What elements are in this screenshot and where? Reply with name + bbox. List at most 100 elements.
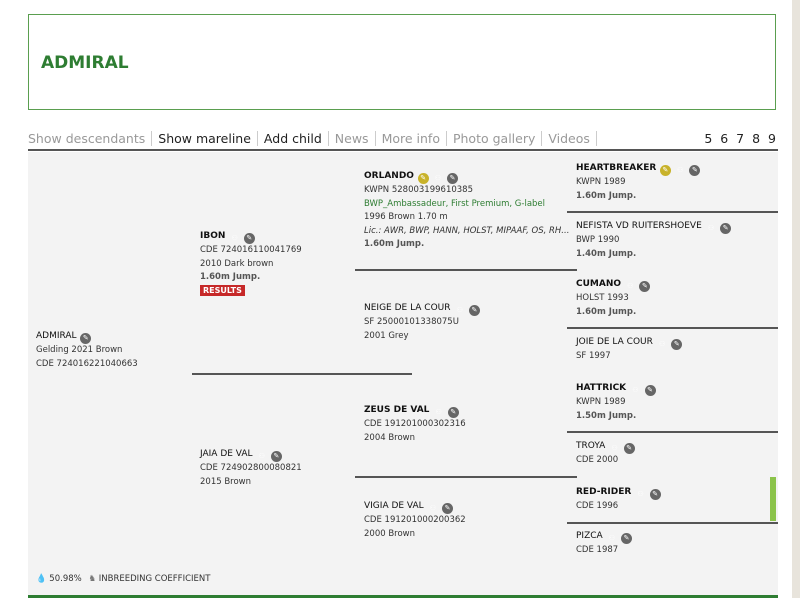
name-row: PIZCA ⚇ ✎ [576,530,633,544]
descendants-icon[interactable]: ⚇ [456,306,463,314]
horse-dds: RED-RIDER ⚇ ✎ CDE 1996 [576,486,661,514]
results-badge[interactable]: RESULTS [200,284,245,296]
descendants-icon[interactable]: ⚇ [608,534,616,542]
pencil-icon[interactable]: ✎ [671,339,683,350]
nav-add-child[interactable]: Add child [258,130,329,146]
horse-licenses: Lic.: AWR, BWP, HANN, HOLST, MIPAAF, OS,… [364,225,570,236]
horse-name[interactable]: HATTRICK [576,383,627,393]
horse-name[interactable]: PIZCA [576,531,603,541]
descendants-icon[interactable]: ⚇ [677,166,684,174]
pencil-icon[interactable]: ✎ [243,233,255,244]
nav-photo-gallery[interactable]: Photo gallery [447,130,543,146]
descendants-icon[interactable]: ⚇ [637,490,644,498]
name-row: CUMANO ⚇ ✎ [576,278,651,292]
pencil-icon[interactable]: ✎ [623,443,635,454]
nav-news[interactable]: News [329,130,376,146]
drop-icon: 💧 [36,574,47,584]
descendants-icon[interactable]: ⚇ [435,408,442,416]
nav-more-info[interactable]: More info [376,130,447,146]
horse-ssd: NEFISTA VD RUITERSHOEVE ⚇ ✎ BWP 1990 1.40m… [576,220,732,261]
pencil-icon[interactable]: ✎ [720,223,732,234]
horse-icon: ♞ [88,574,97,584]
horse-name[interactable]: CUMANO [576,279,622,289]
nav-show-mareline[interactable]: Show mareline [152,130,258,146]
horse-name[interactable]: ADMIRAL [36,331,77,341]
horse-detail: CDE 191201000302316 [364,419,466,429]
horse-predicate: BWP_Ambassadeur, First Premium, G-label [364,198,546,209]
background-window-edge [792,0,800,598]
horse-name[interactable]: NEIGE DE LA COUR [364,303,451,313]
horse-performance: 1.40m Jump. [576,248,637,259]
horse-dsd: TROYA ⚇ ✎ CDE 2000 [576,440,635,468]
descendants-icon[interactable]: ⚇ [632,386,639,394]
key-icon[interactable]: ✎ [659,165,671,176]
descendants-icon[interactable]: ⚇ [258,452,265,460]
nav-videos[interactable]: Videos [542,130,597,146]
horse-sire: IBON ⚇ ✎ CDE 724016110041769 2010 Dark bro… [200,230,302,298]
horse-name[interactable]: VIGIA DE VAL [364,501,424,511]
pencil-icon[interactable]: ✎ [621,533,633,544]
name-row: NEIGE DE LA COUR ⚇ ✎ [364,302,480,316]
descendants-icon[interactable]: ⚇ [658,340,666,348]
pencil-icon[interactable]: ✎ [639,281,651,292]
horse-ddd: PIZCA ⚇ ✎ CDE 1987 [576,530,633,558]
name-row: NEFISTA VD RUITERSHOEVE ⚇ ✎ [576,220,732,234]
pencil-icon[interactable]: ✎ [468,305,480,316]
divider [567,211,778,213]
pencil-icon[interactable]: ✎ [442,503,454,514]
name-row: ORLANDO ✎ ⚇ ✎ [364,170,569,184]
horse-detail: CDE 724016110041769 [200,245,302,255]
horse-detail: 1996 Brown 1.70 m [364,212,448,222]
name-row: ZEUS DE VAL ⚇ ✎ [364,404,466,418]
pencil-icon[interactable]: ✎ [447,173,459,184]
horse-detail: 2001 Grey [364,330,409,341]
horse-detail: SF 1997 [576,351,611,361]
horse-name[interactable]: ORLANDO [364,171,414,181]
inbreeding-percentage: 50.98% [49,574,82,584]
horse-performance: 1.60m Jump. [576,190,637,201]
horse-name[interactable]: ZEUS DE VAL [364,405,430,415]
key-icon[interactable]: ✎ [417,173,429,184]
horse-name[interactable]: HEARTBREAKER [576,163,657,173]
horse-detail: 2010 Dark brown [200,258,274,269]
nav-show-descendants[interactable]: Show descendants [28,130,153,146]
inbreeding-info: 💧 50.98% ♞ INBREEDING COEFFICIENT [36,574,210,584]
descendants-icon[interactable]: ⚇ [627,282,634,290]
pencil-icon[interactable]: ✎ [447,407,459,418]
pencil-icon[interactable]: ✎ [689,165,701,176]
descendants-icon[interactable]: ⚇ [429,504,437,512]
descendants-icon[interactable]: ⚇ [707,224,715,232]
horse-detail: Gelding 2021 Brown [36,345,123,355]
horse-name[interactable]: JOIE DE LA COUR [576,337,653,347]
inbreeding-label[interactable]: INBREEDING COEFFICIENT [98,574,211,584]
descendants-icon[interactable]: ⚇ [434,174,441,182]
pencil-icon[interactable]: ✎ [649,489,661,500]
pencil-icon[interactable]: ✎ [270,451,282,462]
horse-name[interactable]: RED-RIDER [576,487,632,497]
horse-detail: CDE 1987 [576,545,619,555]
horse-sd: NEIGE DE LA COUR ⚇ ✎ SF 25000101338075U 20… [364,302,480,343]
horse-name[interactable]: NEFISTA VD RUITERSHOEVE [576,221,702,231]
descendants-icon[interactable]: ⚇ [611,444,618,452]
name-row: HATTRICK ⚇ ✎ [576,382,656,396]
descendants-icon[interactable]: ⚇ [231,234,238,242]
generation-selector[interactable]: 5 6 7 8 9 [704,130,778,146]
horse-detail: 2004 Brown [364,432,416,443]
pencil-icon[interactable]: ✎ [644,385,656,396]
name-row: VIGIA DE VAL ⚇ ✎ [364,500,466,514]
horse-detail: CDE 191201000200362 [364,515,466,525]
name-row: ADMIRAL ✎ [36,330,138,344]
horse-name[interactable]: IBON [200,231,226,241]
horse-detail: 2000 Brown [364,528,416,539]
divider [567,431,778,433]
horse-performance: 1.60m Jump. [200,272,261,282]
pencil-icon[interactable]: ✎ [80,333,92,344]
name-row: TROYA ⚇ ✎ [576,440,635,454]
title-box: ADMIRAL [28,14,776,110]
horse-name[interactable]: JAIA DE VAL [200,449,253,459]
horse-detail: KWPN 1989 [576,177,626,187]
results-row: RESULTS [200,284,302,299]
page-title: ADMIRAL [41,53,129,73]
name-row: RED-RIDER ⚇ ✎ [576,486,661,500]
horse-name[interactable]: TROYA [576,441,606,451]
